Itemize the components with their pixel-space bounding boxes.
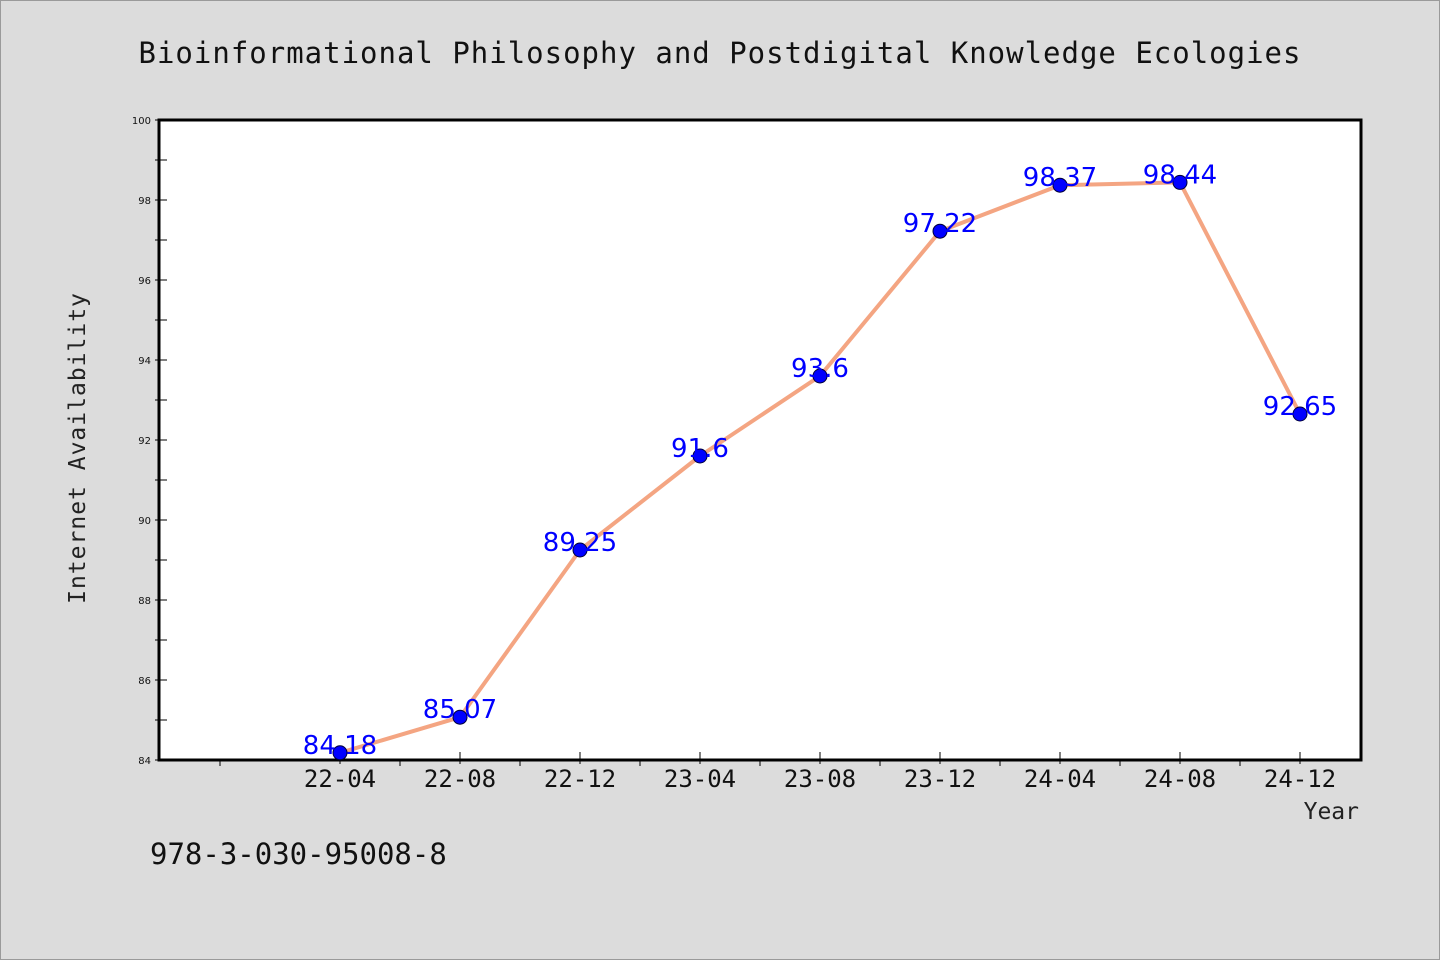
data-point	[812, 368, 828, 384]
y-tick-label: 92	[138, 436, 151, 447]
y-tick-label: 84	[138, 756, 151, 767]
x-tick-label: 23-04	[664, 765, 736, 793]
y-tick-label: 98	[138, 196, 151, 207]
data-point	[1052, 177, 1068, 193]
y-tick-label: 94	[138, 356, 151, 367]
series-group: 84.18 85.07 89.25 91.6 93.6 97.22 98.37 98.44 92…	[303, 160, 1337, 760]
x-tick-label: 22-08	[424, 765, 496, 793]
data-point	[1172, 174, 1188, 190]
x-tick-label: 24-12	[1264, 765, 1336, 793]
x-tick-label: 23-08	[784, 765, 856, 793]
y-tick-label: 88	[138, 596, 151, 607]
data-label: 93.6	[791, 354, 849, 384]
data-point	[452, 709, 468, 725]
data-label: 89.25	[543, 528, 617, 558]
data-label: 98.37	[1023, 163, 1097, 193]
data-label: 92.65	[1263, 392, 1337, 422]
data-label: 84.18	[303, 731, 377, 761]
x-tick-label: 23-12	[904, 765, 976, 793]
x-axis-label: Year	[1304, 799, 1359, 825]
data-point	[1292, 406, 1308, 422]
y-axis-label: Internet Availability	[65, 292, 91, 604]
data-label: 98.44	[1143, 160, 1217, 190]
chart-title: Bioinformational Philosophy and Postdigi…	[139, 36, 1302, 70]
data-point	[332, 745, 348, 761]
x-axis: 22-04 22-08 22-12 23-04 23-08 23-12 24-04 24-08…	[219, 752, 1336, 793]
y-tick-label: 86	[138, 676, 151, 687]
y-tick-label: 96	[138, 276, 151, 287]
plot-area	[157, 118, 1363, 762]
data-label: 91.6	[671, 434, 729, 464]
data-point	[692, 448, 708, 464]
data-point	[932, 223, 948, 239]
data-label: 97.22	[903, 209, 977, 239]
data-label: 85.07	[423, 695, 497, 725]
x-tick-label: 22-12	[544, 765, 616, 793]
x-tick-label: 24-04	[1024, 765, 1096, 793]
y-tick-label: 90	[138, 516, 151, 527]
x-tick-label: 22-04	[304, 765, 376, 793]
footnote-isbn: 978-3-030-95008-8	[150, 837, 447, 871]
y-tick-label: 100	[132, 116, 151, 127]
data-point	[572, 542, 588, 558]
y-axis: 84 86 88 90 92 94 96 98 100	[132, 116, 167, 767]
x-tick-label: 24-08	[1144, 765, 1216, 793]
